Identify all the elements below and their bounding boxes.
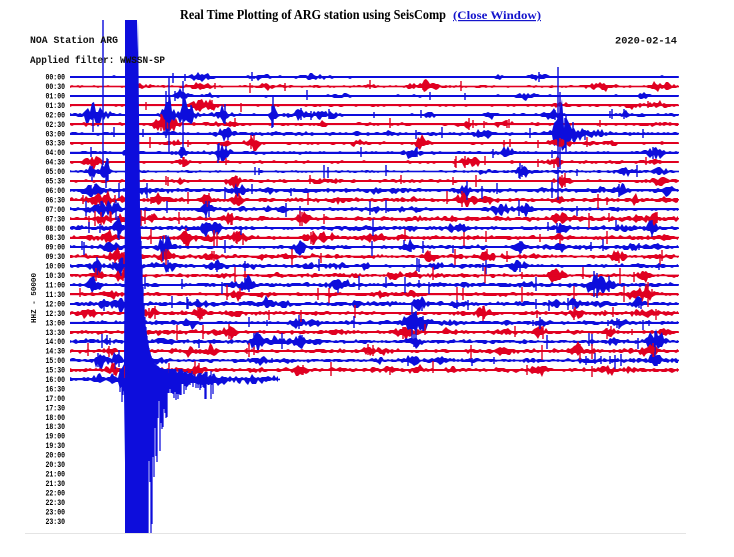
svg-text:01:30: 01:30 <box>46 102 66 111</box>
svg-text:05:30: 05:30 <box>46 178 66 187</box>
svg-text:20:30: 20:30 <box>46 461 66 470</box>
svg-text:15:30: 15:30 <box>46 367 66 376</box>
svg-text:11:30: 11:30 <box>46 291 66 300</box>
svg-text:06:00: 06:00 <box>46 187 66 196</box>
svg-text:18:00: 18:00 <box>46 414 66 423</box>
svg-text:12:00: 12:00 <box>46 300 66 309</box>
svg-text:09:30: 09:30 <box>46 253 66 262</box>
svg-text:22:00: 22:00 <box>46 489 66 498</box>
svg-text:00:00: 00:00 <box>46 74 66 83</box>
svg-text:10:00: 10:00 <box>46 263 66 272</box>
svg-text:19:00: 19:00 <box>46 433 66 442</box>
svg-text:03:00: 03:00 <box>46 130 66 139</box>
svg-text:20:00: 20:00 <box>46 452 66 461</box>
svg-text:07:00: 07:00 <box>46 206 66 215</box>
svg-text:09:00: 09:00 <box>46 244 66 253</box>
svg-text:21:30: 21:30 <box>46 480 66 489</box>
svg-text:04:30: 04:30 <box>46 159 66 168</box>
svg-text:19:30: 19:30 <box>46 442 66 451</box>
svg-text:07:30: 07:30 <box>46 215 66 224</box>
svg-text:11:00: 11:00 <box>46 282 66 291</box>
svg-text:18:30: 18:30 <box>46 423 66 432</box>
svg-text:14:30: 14:30 <box>46 348 66 357</box>
svg-text:08:00: 08:00 <box>46 225 66 234</box>
svg-text:13:00: 13:00 <box>46 319 66 328</box>
svg-text:06:30: 06:30 <box>46 196 66 205</box>
svg-text:10:30: 10:30 <box>46 272 66 281</box>
svg-text:08:30: 08:30 <box>46 234 66 243</box>
svg-text:00:30: 00:30 <box>46 83 66 92</box>
svg-text:23:00: 23:00 <box>46 508 66 517</box>
svg-text:17:00: 17:00 <box>46 395 66 404</box>
svg-text:Real Time Plotting of ARG stat: Real Time Plotting of ARG station using … <box>180 7 446 22</box>
svg-text:05:00: 05:00 <box>46 168 66 177</box>
svg-text:02:30: 02:30 <box>46 121 66 130</box>
svg-text:01:00: 01:00 <box>46 93 66 102</box>
svg-text:23:30: 23:30 <box>46 518 66 527</box>
svg-text:03:30: 03:30 <box>46 140 66 149</box>
svg-text:13:30: 13:30 <box>46 329 66 338</box>
svg-text:HHZ - 50000: HHZ - 50000 <box>31 273 39 323</box>
svg-text:21:00: 21:00 <box>46 471 66 480</box>
svg-text:22:30: 22:30 <box>46 499 66 508</box>
svg-text:(Close Window): (Close Window) <box>453 8 541 22</box>
svg-text:17:30: 17:30 <box>46 404 66 413</box>
svg-text:16:30: 16:30 <box>46 385 66 394</box>
svg-text:NOA Station ARG: NOA Station ARG <box>30 35 118 47</box>
svg-text:02:00: 02:00 <box>46 111 66 120</box>
svg-text:12:30: 12:30 <box>46 310 66 319</box>
svg-text:2020-02-14: 2020-02-14 <box>615 36 677 48</box>
svg-text:04:00: 04:00 <box>46 149 66 158</box>
svg-text:14:00: 14:00 <box>46 338 66 347</box>
svg-text:15:00: 15:00 <box>46 357 66 366</box>
svg-text:16:00: 16:00 <box>46 376 66 385</box>
svg-text:Applied filter: WWSSN-SP: Applied filter: WWSSN-SP <box>30 55 165 67</box>
